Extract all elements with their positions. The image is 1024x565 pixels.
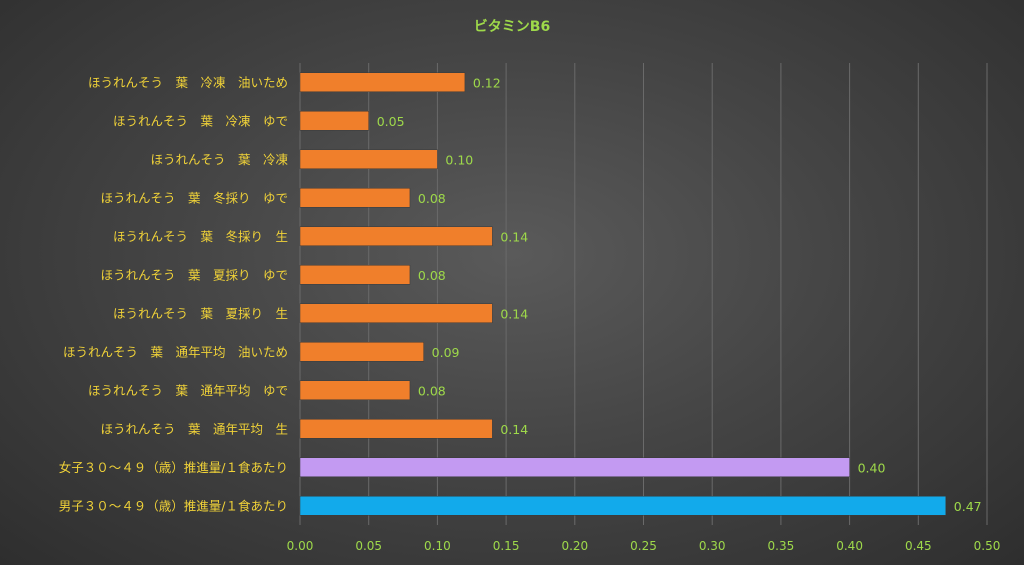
category-label: ほうれんそう 葉 冷凍 油いため bbox=[88, 75, 288, 90]
bar bbox=[299, 226, 493, 246]
x-tick-label: 0.45 bbox=[905, 539, 932, 553]
category-label: ほうれんそう 葉 冬採り 生 bbox=[113, 229, 288, 244]
bar bbox=[299, 149, 438, 169]
category-label: ほうれんそう 葉 冷凍 ゆで bbox=[113, 113, 288, 128]
x-tick-label: 0.25 bbox=[630, 539, 657, 553]
data-label: 0.14 bbox=[500, 229, 528, 244]
data-label: 0.08 bbox=[418, 268, 446, 283]
category-label: ほうれんそう 葉 夏採り ゆで bbox=[100, 267, 288, 282]
bar bbox=[299, 419, 493, 439]
category-label: ほうれんそう 葉 通年平均 生 bbox=[100, 421, 288, 436]
bar bbox=[299, 111, 369, 131]
data-label: 0.08 bbox=[418, 191, 446, 206]
x-tick-label: 0.00 bbox=[287, 539, 314, 553]
x-tick-label: 0.15 bbox=[493, 539, 520, 553]
bar bbox=[299, 72, 466, 92]
data-label: 0.14 bbox=[500, 422, 528, 437]
x-tick-label: 0.05 bbox=[355, 539, 382, 553]
category-label: ほうれんそう 葉 通年平均 油いため bbox=[63, 344, 288, 359]
data-label: 0.47 bbox=[954, 499, 982, 514]
category-label: 女子３０～４９（歳）推進量/１食あたり bbox=[59, 460, 288, 475]
x-tick-label: 0.30 bbox=[699, 539, 726, 553]
category-label: ほうれんそう 葉 夏採り 生 bbox=[113, 306, 288, 321]
x-tick-label: 0.40 bbox=[836, 539, 863, 553]
category-label: ほうれんそう 葉 通年平均 ゆで bbox=[88, 383, 288, 398]
bar bbox=[299, 380, 411, 400]
data-label: 0.40 bbox=[858, 460, 886, 475]
data-label: 0.12 bbox=[473, 75, 501, 90]
category-label: ほうれんそう 葉 冬採り ゆで bbox=[100, 190, 288, 205]
bar bbox=[299, 496, 947, 516]
x-tick-label: 0.10 bbox=[424, 539, 451, 553]
bar bbox=[299, 342, 424, 362]
data-label: 0.05 bbox=[377, 114, 405, 129]
data-label: 0.10 bbox=[445, 152, 473, 167]
data-label: 0.09 bbox=[432, 345, 460, 360]
bar bbox=[299, 265, 411, 285]
bar bbox=[299, 457, 850, 477]
x-tick-label: 0.35 bbox=[768, 539, 795, 553]
category-label: 男子３０～４９（歳）推進量/１食あたり bbox=[59, 498, 288, 513]
data-label: 0.14 bbox=[500, 306, 528, 321]
data-label: 0.08 bbox=[418, 383, 446, 398]
bar bbox=[299, 188, 411, 208]
category-label: ほうれんそう 葉 冷凍 bbox=[150, 152, 288, 167]
chart-title: ビタミンB6 bbox=[473, 19, 551, 35]
x-tick-label: 0.50 bbox=[974, 539, 1001, 553]
x-tick-label: 0.20 bbox=[561, 539, 588, 553]
bar bbox=[299, 303, 493, 323]
